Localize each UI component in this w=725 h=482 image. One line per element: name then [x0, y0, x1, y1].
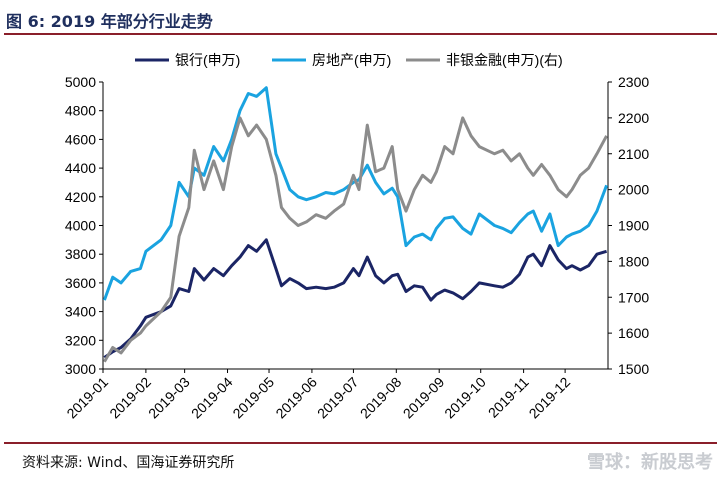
legend-label-2: 非银金融(申万)(右): [446, 52, 563, 68]
y-tick-label-left: 4400: [65, 160, 96, 176]
y-tick-label-right: 1900: [618, 218, 649, 234]
watermark: 雪球：新股思考: [587, 452, 713, 473]
x-tick-label: 2019-04: [188, 374, 236, 422]
legend-label-0: 银行(申万): [175, 52, 240, 68]
y-tick-label-right: 1600: [618, 325, 649, 341]
x-tick-label: 2019-06: [272, 374, 320, 422]
x-tick-label: 2019-05: [229, 374, 277, 422]
y-tick-label-right: 1800: [618, 253, 649, 269]
chart-title: 图 6: 2019 年部分行业走势: [6, 12, 213, 31]
top-divider: [4, 33, 717, 35]
line-chart: 银行(申万) 房地产(申万) 非银金融(申万)(右) 3000 3200 3400 360…: [63, 52, 649, 422]
y-tick-label-left: 5000: [65, 74, 96, 90]
chart-series: [102, 86, 609, 363]
y-tick-label-right: 2300: [618, 74, 649, 90]
bottom-divider: [4, 442, 717, 444]
x-tick-label: 2019-12: [526, 374, 574, 422]
x-tick-label: 2019-01: [63, 374, 111, 422]
y-tick-label-right: 2000: [618, 182, 649, 198]
y-tick-label-right: 1500: [618, 361, 649, 377]
y-tick-label-left: 3200: [65, 332, 96, 348]
x-tick-label: 2019-10: [441, 374, 489, 422]
source-note: 资料来源: Wind、国海证券研究所: [22, 455, 235, 471]
y-tick-label-left: 4200: [65, 189, 96, 205]
x-tick-label: 2019-02: [106, 374, 154, 422]
series-line-0: [103, 238, 608, 359]
x-tick-label: 2019-11: [485, 374, 532, 421]
y-tick-label-left: 3400: [65, 304, 96, 320]
x-tick-label: 2019-07: [314, 374, 362, 422]
y-tick-label-right: 2100: [618, 146, 649, 162]
x-tick-label: 2019-03: [145, 374, 193, 422]
chart-legend: 银行(申万) 房地产(申万) 非银金融(申万)(右): [135, 52, 563, 68]
y-tick-label-right: 1700: [618, 289, 649, 305]
series-line-2: [103, 116, 608, 363]
y-tick-label-left: 3000: [65, 361, 96, 377]
legend-label-1: 房地产(申万): [312, 52, 391, 68]
x-tick-label: 2019-09: [400, 374, 448, 422]
y-tick-label-left: 4000: [65, 218, 96, 234]
series-line-1: [102, 86, 609, 301]
y-tick-label-left: 3800: [65, 246, 96, 262]
y-tick-label-left: 4800: [65, 103, 96, 119]
y-tick-label-left: 4600: [65, 131, 96, 147]
y-tick-label-left: 3600: [65, 275, 96, 291]
x-tick-label: 2019-08: [357, 374, 405, 422]
y-tick-label-right: 2200: [618, 110, 649, 126]
